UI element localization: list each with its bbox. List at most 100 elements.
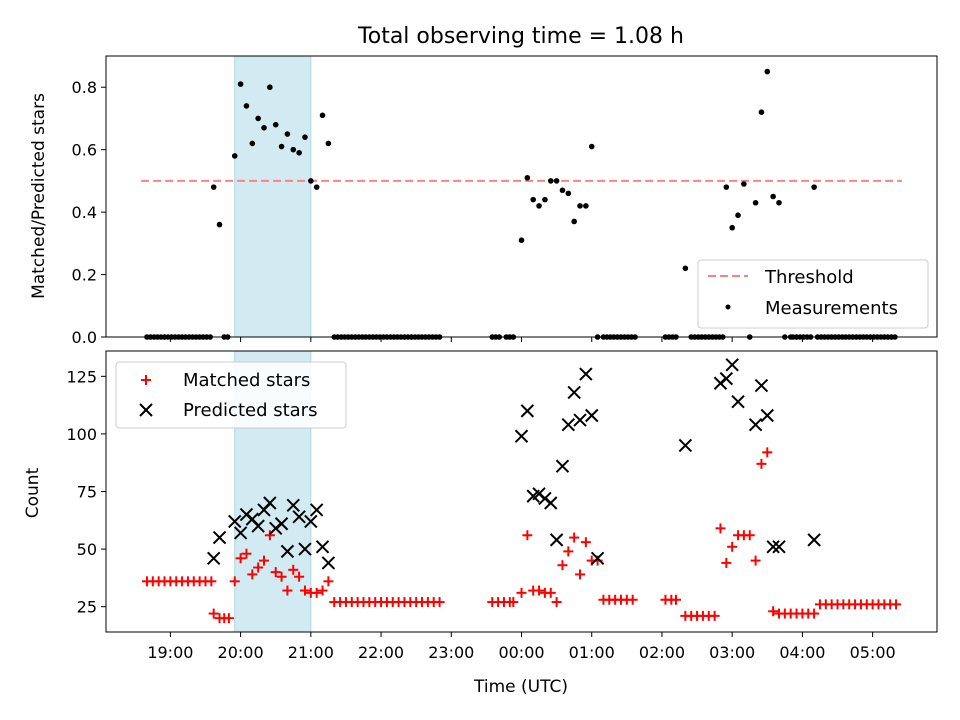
predicted-point: [678, 438, 693, 453]
top-y-axis-label: Matched/Predicted stars: [29, 93, 49, 299]
predicted-point: [549, 533, 564, 547]
measurement-point: [735, 212, 741, 219]
measurement-point: [530, 196, 537, 203]
bottom-x-ticks: 19:00 20:00 21:00 22:00 23:00 00:00 01:00 02:00…: [147, 632, 896, 662]
matched-point: [768, 606, 779, 617]
y-tick-label: 0.2: [72, 266, 97, 285]
measurement-point: [723, 184, 730, 190]
matched-point: [299, 585, 310, 596]
matched-point: [206, 576, 217, 587]
measurement-point: [319, 112, 326, 119]
measurement-point: [518, 237, 525, 244]
x-tick-label: 03:00: [709, 643, 755, 662]
matched-point: [282, 585, 293, 596]
measurement-point: [542, 196, 548, 203]
measurement-point: [536, 203, 542, 209]
measurement-point: [741, 181, 747, 187]
predicted-point: [206, 551, 221, 566]
matched-legend-marker: [141, 375, 151, 385]
predicted-point: [263, 496, 277, 510]
measurement-point: [261, 125, 267, 131]
matched-point: [744, 530, 755, 541]
predicted-point: [567, 385, 581, 400]
measurement-point: [547, 178, 554, 184]
predicted-point: [555, 459, 570, 473]
matched-point: [715, 523, 726, 534]
predicted-point: [520, 404, 535, 418]
x-tick-label: 05:00: [850, 643, 896, 662]
measurement-point: [559, 187, 566, 194]
matched-point: [809, 608, 820, 619]
predicted-point: [309, 503, 324, 517]
measurement-point: [255, 115, 261, 122]
matched-point: [276, 571, 287, 582]
measurement-point: [325, 140, 332, 147]
bottom-legend-box: [115, 361, 347, 429]
top-highlight-span: [234, 55, 312, 338]
matched-point: [557, 560, 568, 571]
legend-matched-label: Matched stars: [183, 370, 310, 391]
predicted-point: [298, 542, 312, 556]
measurement-point: [278, 143, 285, 150]
legend-threshold-label: Threshold: [764, 267, 854, 288]
predicted-point: [280, 544, 295, 559]
matched-point: [750, 555, 761, 566]
measurement-point: [770, 193, 776, 200]
x-tick-label: 02:00: [639, 643, 685, 662]
y-tick-label: 0.0: [72, 328, 97, 347]
matched-point: [223, 613, 234, 624]
bottom-points: [141, 358, 902, 624]
matched-point: [241, 548, 252, 559]
matched-point: [670, 594, 681, 605]
predicted-point: [573, 413, 587, 427]
measurement-point: [811, 184, 817, 190]
measurement-point: [565, 190, 572, 197]
x-tick-label: 19:00: [147, 643, 193, 662]
measurement-point: [284, 131, 291, 137]
bottom-panel: 25 50 75 100 125 19:00 20:00 21:00 22:00 23:00 00…: [23, 350, 938, 697]
measurement-point: [764, 68, 771, 75]
predicted-point: [760, 408, 774, 423]
predicted-point: [274, 517, 289, 531]
x-tick-label: 23:00: [428, 643, 474, 662]
measurement-point: [583, 203, 589, 209]
top-legend-box: [697, 259, 929, 329]
predicted-point: [719, 371, 734, 386]
matched-point: [721, 557, 732, 568]
measurement-point: [524, 174, 531, 181]
matched-point: [317, 585, 328, 596]
matched-point: [569, 532, 580, 543]
matched-point: [756, 458, 767, 469]
predicted-legend-marker: [139, 403, 153, 417]
predicted-point: [748, 417, 763, 432]
matched-point: [270, 567, 281, 578]
predicted-point: [754, 378, 769, 393]
measurement-point: [729, 224, 735, 231]
matched-point: [534, 585, 545, 596]
matched-point: [253, 562, 264, 573]
predicted-point: [766, 540, 780, 554]
predicted-point: [292, 510, 306, 524]
measurement-point: [210, 184, 217, 190]
y-tick-label: 0.8: [72, 78, 97, 97]
measurements-legend-swatch: [725, 304, 731, 310]
predicted-point: [514, 429, 529, 443]
predicted-point: [212, 530, 227, 545]
predicted-point: [585, 408, 599, 423]
top-y-ticks: 0.0 0.2 0.4 0.6 0.8: [72, 78, 106, 347]
matched-point: [522, 530, 533, 541]
x-axis-label: Time (UTC): [473, 677, 568, 697]
y-tick-label: 0.4: [72, 203, 97, 222]
predicted-point: [228, 514, 242, 529]
bottom-y-ticks: 25 50 75 100 125: [66, 367, 106, 617]
predicted-point: [731, 394, 745, 409]
matched-point: [551, 597, 562, 608]
measurement-point: [302, 134, 308, 140]
measurement-point: [216, 221, 223, 228]
matched-point: [563, 546, 574, 557]
measurement-point: [682, 265, 689, 272]
measurement-point: [776, 199, 782, 206]
legend-predicted-label: Predicted stars: [183, 400, 317, 421]
y-tick-label: 50: [77, 540, 97, 559]
x-tick-label: 00:00: [498, 643, 544, 662]
